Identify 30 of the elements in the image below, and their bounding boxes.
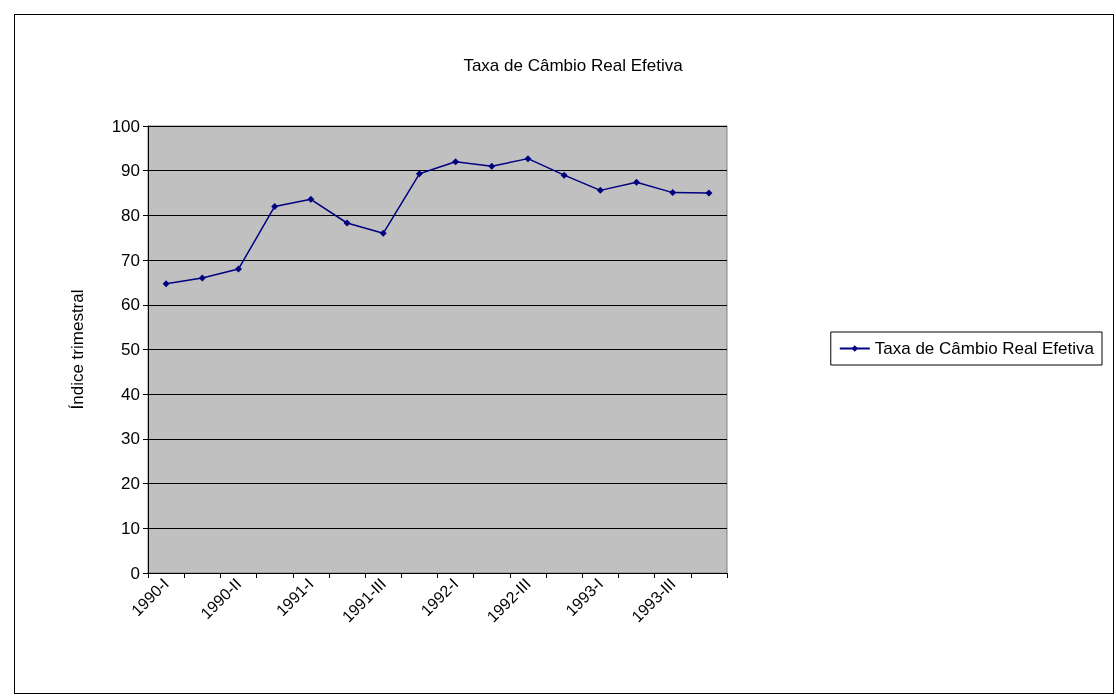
point	[234, 265, 242, 273]
y-tick-label: 30	[121, 429, 140, 449]
y-tick-label: 10	[121, 518, 140, 538]
y-tick-label: 60	[121, 295, 140, 315]
chart-title: Taxa de Câmbio Real Efetiva	[463, 56, 684, 75]
y-axis-title: Índice trimestral	[68, 289, 87, 410]
point	[415, 170, 423, 178]
point	[596, 186, 604, 194]
y-tick-label: 20	[121, 474, 140, 494]
y-tick-label: 40	[121, 384, 140, 404]
point	[669, 189, 677, 197]
y-tick-label: 90	[121, 161, 140, 181]
point	[705, 189, 713, 197]
point	[524, 155, 532, 163]
point	[379, 229, 387, 237]
y-tick-label: 70	[121, 250, 140, 270]
legend-label: Taxa de Câmbio Real Efetiva	[874, 339, 1095, 358]
point	[271, 202, 279, 210]
point	[198, 274, 206, 282]
y-tick-label: 50	[121, 340, 140, 359]
point	[633, 178, 641, 186]
point	[343, 219, 351, 227]
point	[452, 158, 460, 166]
point	[560, 171, 568, 179]
y-tick-label: 100	[111, 116, 140, 136]
y-tick-label: 80	[121, 205, 140, 225]
y-tick-label: 0	[130, 563, 140, 583]
point	[307, 195, 315, 203]
point	[162, 280, 170, 288]
point	[488, 162, 496, 170]
